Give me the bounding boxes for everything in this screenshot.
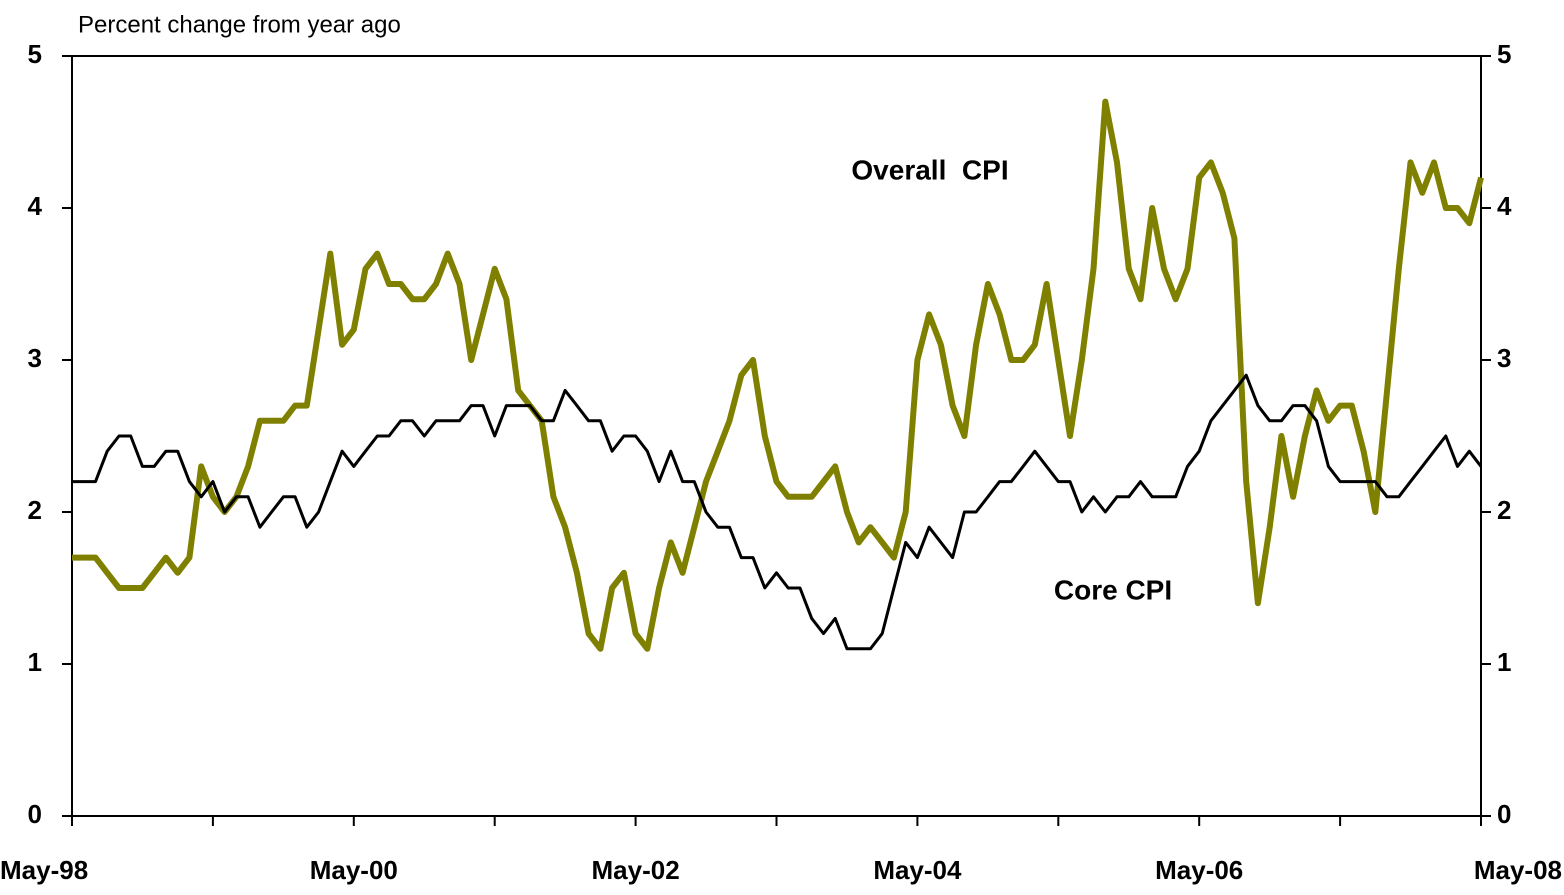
plot-frame xyxy=(71,55,1482,817)
y2-tick-label: 5 xyxy=(1497,39,1511,69)
y-tick-label: 3 xyxy=(28,343,42,373)
series-label: Overall CPI xyxy=(851,154,1008,185)
y2-tick-label: 0 xyxy=(1497,799,1511,829)
x-tick-label: May-98 xyxy=(0,855,88,885)
x-tick-label: May-04 xyxy=(873,855,962,885)
y-tick-label: 5 xyxy=(28,39,42,69)
x-tick-label: May-02 xyxy=(592,855,680,885)
x-tick-label: May-00 xyxy=(310,855,398,885)
y2-tick-label: 2 xyxy=(1497,495,1511,525)
series-line xyxy=(72,98,1484,652)
y-tick-label: 2 xyxy=(28,495,42,525)
y2-tick-label: 4 xyxy=(1497,191,1512,221)
x-tick-label: May-08 xyxy=(1474,855,1562,885)
x-tick-label: May-06 xyxy=(1155,855,1243,885)
y-axis-label: Percent change from year ago xyxy=(78,11,401,38)
y2-tick-label: 1 xyxy=(1497,647,1511,677)
y-tick-label: 4 xyxy=(28,191,43,221)
y-tick-label: 1 xyxy=(28,647,42,677)
series-line xyxy=(72,373,1483,651)
y2-tick-label: 3 xyxy=(1497,343,1511,373)
series-label: Core CPI xyxy=(1054,574,1172,605)
y-tick-label: 0 xyxy=(28,799,42,829)
